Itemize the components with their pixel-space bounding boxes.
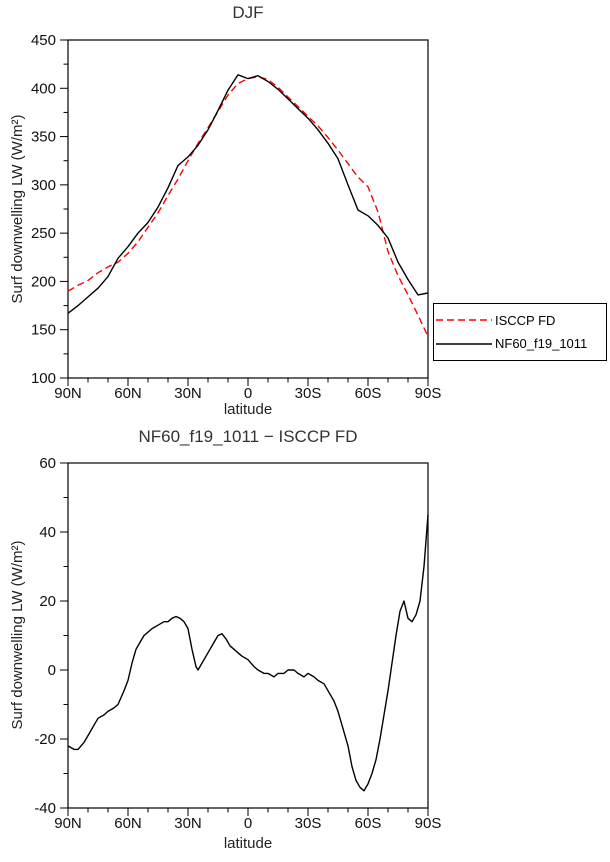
y-tick-label: 400 — [31, 80, 56, 97]
series-line-nf60_f19_1011-minus-isccp-fd — [67, 514, 429, 792]
x-tick-label: 0 — [244, 815, 252, 832]
x-tick-label: 90S — [415, 815, 442, 832]
top-chart-plot-area: 100 150 200 250 300 350 400 450 90S 60S 30S 0 30N 60N… — [31, 32, 441, 402]
x-tick-label: 60S — [355, 385, 382, 402]
y-tick-label: -40 — [34, 800, 56, 817]
plot-frame — [67, 39, 429, 379]
top-chart-xlabel: latitude — [224, 401, 272, 418]
x-tick-label: 0 — [244, 385, 252, 402]
y-tick-label: 350 — [31, 129, 56, 146]
y-tick-label: 300 — [31, 177, 56, 194]
y-tick-label: 200 — [31, 273, 56, 290]
y-tick-label: 150 — [31, 322, 56, 339]
x-tick-label: 60N — [114, 815, 142, 832]
legend-label-isccp-fd: ISCCP FD — [495, 312, 556, 328]
x-tick-label: 90S — [415, 385, 442, 402]
bottom-chart-ylabel: Surf downwelling LW (W/m²) — [9, 541, 26, 730]
top-chart-ylabel: Surf downwelling LW (W/m²) — [9, 115, 26, 304]
plot-frame — [67, 462, 429, 809]
y-tick-label: 60 — [39, 455, 56, 472]
solid-line-sample-icon — [436, 343, 492, 345]
y-tick-label: 100 — [31, 370, 56, 387]
legend: ISCCP FD NF60_f19_1011 — [433, 303, 607, 361]
y-tick-label: 40 — [39, 524, 56, 541]
y-tick-label: -20 — [34, 731, 56, 748]
legend-label-nf60: NF60_f19_1011 — [495, 336, 588, 352]
top-chart: DJF Surf downwelling LW (W/m²) latitude … — [9, 3, 441, 418]
y-tick-label: 450 — [31, 32, 56, 49]
top-chart-title: DJF — [232, 3, 263, 22]
x-tick-label: 30N — [174, 815, 202, 832]
x-tick-label: 30N — [174, 385, 202, 402]
y-tick-label: 250 — [31, 225, 56, 242]
series-line-isccp-fd — [67, 76, 429, 337]
bottom-chart: NF60_f19_1011 − ISCCP FD Surf downwellin… — [9, 427, 441, 852]
bottom-chart-xlabel: latitude — [224, 835, 272, 852]
x-tick-label: 30S — [295, 815, 322, 832]
x-tick-label: 90N — [54, 385, 82, 402]
dashed-line-sample-icon — [436, 319, 492, 321]
y-tick-label: 0 — [48, 662, 56, 679]
x-tick-label: 30S — [295, 385, 322, 402]
legend-entry-nf60: NF60_f19_1011 — [436, 336, 606, 351]
bottom-chart-plot-area: -40 -20 0 20 40 60 90S 60S 30S 0 30N 60N 90N — [34, 455, 441, 832]
legend-entry-isccp-fd: ISCCP FD — [436, 313, 606, 328]
x-tick-label: 60N — [114, 385, 142, 402]
series-line-nf60_f19_1011 — [67, 74, 429, 314]
x-tick-label: 60S — [355, 815, 382, 832]
x-tick-label: 90N — [54, 815, 82, 832]
bottom-chart-title: NF60_f19_1011 − ISCCP FD — [138, 427, 357, 446]
y-tick-label: 20 — [39, 593, 56, 610]
